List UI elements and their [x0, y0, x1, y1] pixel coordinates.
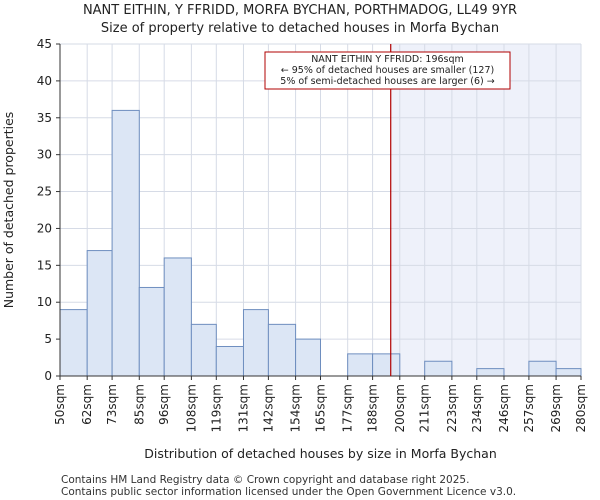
- histogram-bar: [295, 338, 322, 377]
- y-tick-label: 45: [37, 37, 52, 51]
- highlight-region: [390, 44, 581, 376]
- y-tick-label: 10: [37, 295, 52, 309]
- chart-subtitle: Size of property relative to detached ho…: [100, 21, 500, 36]
- y-tick-label: 20: [37, 221, 52, 235]
- histogram-bar: [372, 353, 401, 377]
- x-tick-label: 73sqm: [105, 384, 119, 425]
- x-tick-label: 119sqm: [209, 384, 223, 432]
- y-tick-label: 25: [37, 185, 52, 199]
- x-tick-label: 211sqm: [418, 384, 432, 432]
- x-tick-label: 257sqm: [522, 384, 536, 432]
- x-tick-label: 246sqm: [497, 384, 511, 432]
- x-tick-label: 131sqm: [236, 384, 250, 432]
- chart-title: NANT EITHIN, Y FFRIDD, MORFA BYCHAN, POR…: [82, 3, 518, 18]
- histogram-bar: [59, 309, 88, 377]
- histogram-bar: [138, 286, 165, 377]
- histogram-bar: [86, 250, 113, 377]
- x-tick-label: 96sqm: [157, 384, 171, 425]
- y-tick-label: 15: [37, 258, 52, 272]
- histogram-bar: [476, 368, 505, 377]
- histogram-bar: [424, 360, 453, 377]
- histogram-bar: [111, 109, 140, 377]
- annotation-line: ← 95% of detached houses are smaller (12…: [281, 65, 494, 76]
- x-tick-label: 142sqm: [261, 384, 275, 432]
- annotation-line: NANT EITHIN Y FFRIDD: 196sqm: [311, 54, 464, 65]
- x-tick-label: 234sqm: [470, 384, 484, 432]
- y-tick-label: 35: [37, 111, 52, 125]
- histogram-bar: [528, 360, 557, 377]
- x-tick-label: 165sqm: [314, 384, 328, 432]
- histogram-bar: [555, 368, 582, 377]
- histogram-bar: [190, 323, 217, 377]
- y-tick-label: 0: [44, 369, 52, 383]
- x-tick-label: 269sqm: [549, 384, 563, 432]
- histogram-bar: [242, 309, 269, 377]
- x-tick-label: 200sqm: [393, 384, 407, 432]
- y-tick-label: 40: [37, 74, 52, 88]
- y-tick-label: 5: [44, 332, 52, 346]
- x-tick-label: 223sqm: [445, 384, 459, 432]
- x-tick-label: 177sqm: [341, 384, 355, 432]
- x-tick-label: 188sqm: [366, 384, 380, 432]
- annotation-box: [264, 51, 511, 90]
- x-tick-label: 50sqm: [53, 384, 67, 425]
- histogram-bar: [267, 323, 297, 377]
- y-tick-label: 30: [37, 148, 52, 162]
- x-tick-label: 108sqm: [184, 384, 198, 432]
- footer-copyright: Contains HM Land Registry data © Crown c…: [61, 474, 470, 486]
- x-tick-label: 85sqm: [132, 384, 146, 425]
- footer-licence: Contains public sector information licen…: [61, 486, 517, 498]
- x-axis-label: Distribution of detached houses by size …: [144, 446, 497, 461]
- histogram-bar: [215, 345, 244, 377]
- histogram-bar: [163, 257, 192, 377]
- annotation-line: 5% of semi-detached houses are larger (6…: [280, 76, 494, 87]
- histogram-bar: [347, 353, 374, 377]
- y-axis-label: Number of detached properties: [1, 112, 16, 309]
- x-tick-label: 62sqm: [80, 384, 94, 425]
- x-tick-label: 280sqm: [574, 384, 588, 432]
- x-tick-label: 154sqm: [289, 384, 303, 432]
